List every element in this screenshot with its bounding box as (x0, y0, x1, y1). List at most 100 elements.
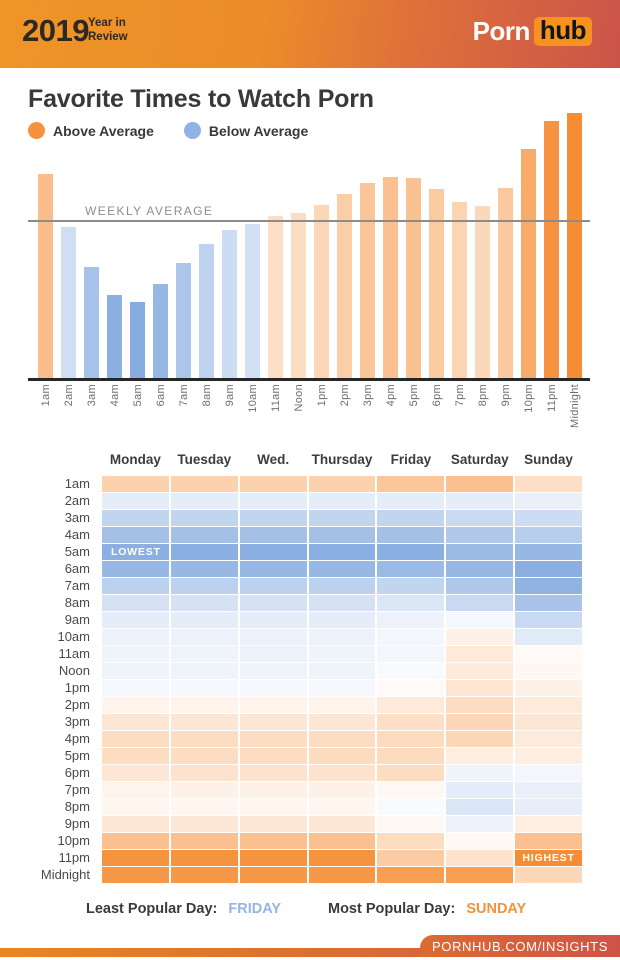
insights-tab: PORNHUB.COM/INSIGHTS (420, 935, 620, 957)
x-axis-label-cell: 9am (222, 384, 237, 428)
heatmap-cell-tuesday-9am (170, 612, 238, 628)
subtitle-line-2: Review (88, 30, 128, 43)
heatmap-cell-saturday-2pm (446, 697, 514, 713)
x-axis-label-cell: 11am (268, 384, 283, 428)
heatmap-cell-wed-8pm (239, 799, 307, 815)
heatmap-cell-tuesday-6pm (170, 765, 238, 781)
x-axis-label-cell: 10am (245, 384, 260, 428)
heatmap-cell-sunday-4am (515, 527, 582, 543)
heatmap-cell-saturday-2am (446, 493, 514, 509)
heatmap-cell-friday-6am (377, 561, 445, 577)
x-axis-label-cell: 4pm (383, 384, 398, 428)
heatmap-cell-thursday-noon (308, 663, 376, 679)
heatmap-cell-sunday-4pm (515, 731, 582, 747)
heatmap-cell-tuesday-10pm (170, 833, 238, 849)
x-axis-label: 1am (39, 384, 52, 407)
x-axis-label-cell: 5am (130, 384, 145, 428)
heatmap-cell-thursday-11am (308, 646, 376, 662)
x-axis-label: 11pm (545, 384, 558, 412)
heatmap-hour-label-10am: 10am (57, 629, 90, 644)
bar-4am (107, 295, 122, 378)
bar-5pm (406, 178, 421, 378)
heatmap-cell-sunday-8pm (515, 799, 582, 815)
heatmap-cell-thursday-8am (308, 595, 376, 611)
x-axis-label: 4pm (384, 384, 397, 407)
chart-legend: Above Average Below Average (28, 122, 338, 139)
bar-2am (61, 226, 76, 378)
heatmap-cell-monday-midnight (102, 867, 169, 883)
heatmap-cell-thursday-6am (308, 561, 376, 577)
heatmap-cell-sunday-9am (515, 612, 582, 628)
heatmap-cell-saturday-3pm (446, 714, 514, 730)
x-axis-label-cell: Noon (291, 384, 306, 428)
heatmap-header-spacer (18, 452, 100, 467)
heatmap-cell-sunday-11pm: HIGHEST (515, 850, 582, 866)
heatmap-cell-sunday-midnight (515, 867, 582, 883)
heatmap-hour-label-11pm: 11pm (58, 850, 90, 865)
x-axis-label-cell: 6pm (429, 384, 444, 428)
heatmap-hour-label-7pm: 7pm (64, 782, 90, 797)
heatmap-cell-friday-9am (377, 612, 445, 628)
heatmap-cell-monday-8am (102, 595, 169, 611)
above-average-dot-icon (28, 122, 45, 139)
bar-4pm (383, 176, 398, 378)
below-average-label: Below Average (208, 122, 309, 139)
heatmap-cell-friday-7pm (377, 782, 445, 798)
heatmap-cell-friday-10am (377, 629, 445, 645)
heatmap-hour-label-3pm: 3pm (64, 714, 90, 729)
heatmap-cell-saturday-1am (446, 476, 514, 492)
x-axis-label-cell: 7am (176, 384, 191, 428)
heatmap-cell-saturday-noon (446, 663, 514, 679)
logo-porn-text: Porn (472, 16, 531, 46)
heatmap-hour-label-9pm: 9pm (64, 816, 90, 831)
heatmap-cell-thursday-11pm (308, 850, 376, 866)
heatmap-cell-tuesday-4pm (170, 731, 238, 747)
heatmap-cell-sunday-2pm (515, 697, 582, 713)
heatmap-cell-friday-1am (377, 476, 445, 492)
heatmap-cell-wed-4pm (239, 731, 307, 747)
bottom-bar (0, 948, 620, 957)
heatmap-hour-label-1am: 1am (64, 476, 90, 491)
heatmap-cell-monday-9pm (102, 816, 169, 832)
heatmap-cell-thursday-10pm (308, 833, 376, 849)
x-axis-label-cell: 2pm (337, 384, 352, 428)
heatmap-cell-tuesday-5pm (170, 748, 238, 764)
heatmap-cell-friday-3am (377, 510, 445, 526)
x-axis-label: 5pm (407, 384, 420, 407)
least-popular-day: Least Popular Day: FRIDAY (86, 901, 281, 917)
heatmap-cell-sunday-5pm (515, 748, 582, 764)
heatmap-hour-label-9am: 9am (64, 612, 90, 627)
x-axis-label-cell: Midnight (567, 384, 582, 428)
bar-midnight (567, 112, 582, 378)
heatmap-hour-label-noon: Noon (58, 663, 90, 678)
heatmap-cell-thursday-3am (308, 510, 376, 526)
bar-1pm (314, 204, 329, 378)
heatmap-cell-wed-noon (239, 663, 307, 679)
bar-noon (291, 212, 306, 378)
heatmap-cell-sunday-2am (515, 493, 582, 509)
logo-hub-badge: hub (533, 16, 592, 47)
heatmap-cell-monday-2pm (102, 697, 169, 713)
heatmap-cell-tuesday-2am (170, 493, 238, 509)
heatmap-cell-tuesday-5am (170, 544, 238, 560)
heatmap-cell-friday-3pm (377, 714, 445, 730)
x-axis-label: 10pm (522, 384, 535, 413)
heatmap-cell-friday-7am (377, 578, 445, 594)
weekly-average-line (28, 220, 590, 222)
heatmap-cell-sunday-3am (515, 510, 582, 526)
heatmap-cell-tuesday-7pm (170, 782, 238, 798)
x-axis-label: Noon (292, 384, 305, 412)
heatmap-cell-sunday-7am (515, 578, 582, 594)
pornhub-logo: Porn hub (473, 16, 592, 47)
heatmap-cell-monday-4pm (102, 731, 169, 747)
heatmap-hour-label-10pm: 10pm (57, 833, 90, 848)
x-axis-label-cell: 9pm (498, 384, 513, 428)
heatmap-hour-label-2pm: 2pm (64, 697, 90, 712)
heatmap-cell-saturday-8pm (446, 799, 514, 815)
heatmap-hour-label-midnight: Midnight (40, 867, 90, 882)
heatmap-cell-wed-7am (239, 578, 307, 594)
heatmap-cell-monday-6am (102, 561, 169, 577)
heatmap-cell-thursday-5pm (308, 748, 376, 764)
heatmap-cell-sunday-9pm (515, 816, 582, 832)
heatmap-cell-wed-10am (239, 629, 307, 645)
